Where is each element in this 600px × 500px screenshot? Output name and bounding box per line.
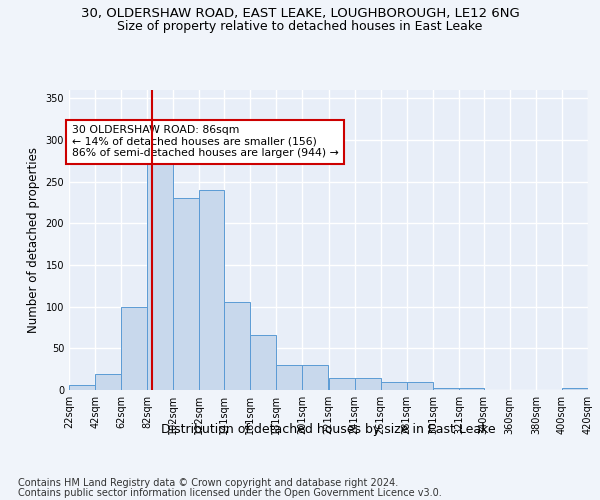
Bar <box>459 388 484 390</box>
Text: Contains public sector information licensed under the Open Government Licence v3: Contains public sector information licen… <box>18 488 442 498</box>
Bar <box>147 164 173 390</box>
Text: Contains HM Land Registry data © Crown copyright and database right 2024.: Contains HM Land Registry data © Crown c… <box>18 478 398 488</box>
Bar <box>173 198 199 390</box>
Bar <box>95 374 121 390</box>
Text: Distribution of detached houses by size in East Leake: Distribution of detached houses by size … <box>161 422 496 436</box>
Text: 30 OLDERSHAW ROAD: 86sqm
← 14% of detached houses are smaller (156)
86% of semi-: 30 OLDERSHAW ROAD: 86sqm ← 14% of detach… <box>71 125 338 158</box>
Bar <box>355 378 380 390</box>
Bar <box>277 365 302 390</box>
Bar <box>250 335 277 390</box>
Text: Size of property relative to detached houses in East Leake: Size of property relative to detached ho… <box>118 20 482 33</box>
Bar <box>407 382 433 390</box>
Bar <box>199 190 224 390</box>
Bar <box>562 388 588 390</box>
Bar <box>380 382 407 390</box>
Bar <box>121 306 147 390</box>
Text: 30, OLDERSHAW ROAD, EAST LEAKE, LOUGHBOROUGH, LE12 6NG: 30, OLDERSHAW ROAD, EAST LEAKE, LOUGHBOR… <box>80 8 520 20</box>
Bar <box>224 302 250 390</box>
Bar <box>329 378 355 390</box>
Bar <box>302 365 329 390</box>
Bar <box>69 385 95 390</box>
Y-axis label: Number of detached properties: Number of detached properties <box>27 147 40 333</box>
Bar <box>433 388 459 390</box>
